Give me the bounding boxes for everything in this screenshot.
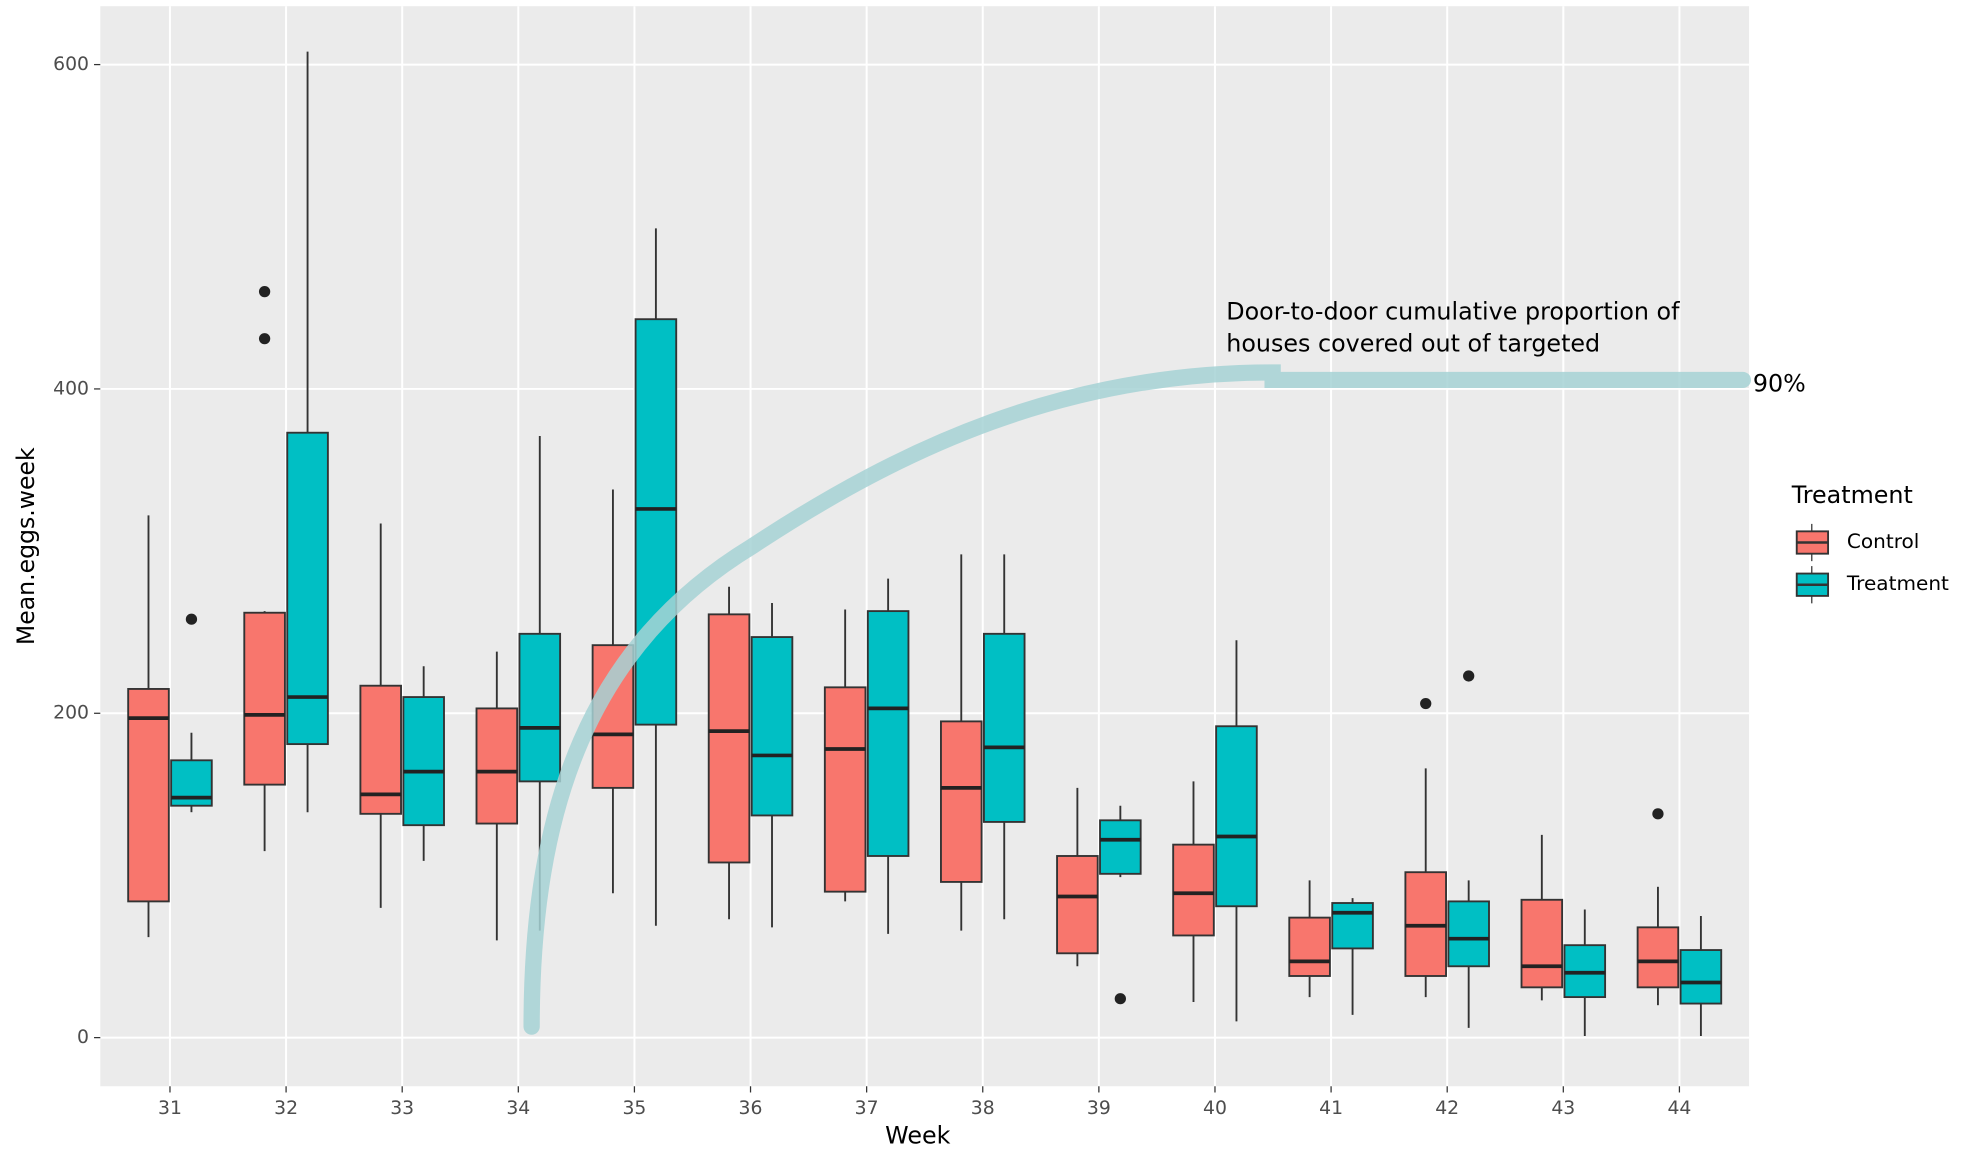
x-tick-label: 31 — [158, 1098, 182, 1119]
boxes — [127, 51, 1723, 1036]
outlier — [1463, 670, 1475, 682]
outlier — [258, 286, 271, 298]
x-tick-label: 40 — [1203, 1098, 1227, 1119]
box — [634, 318, 678, 726]
y-tick-label: 0 — [77, 1027, 89, 1048]
box — [127, 688, 170, 903]
x-tick-label: 32 — [274, 1098, 298, 1119]
box — [707, 613, 751, 864]
coverage-curve — [523, 364, 1751, 1035]
y-tick-label: 600 — [53, 54, 89, 75]
y-tick-label: 200 — [53, 703, 89, 724]
box — [750, 636, 794, 817]
x-tick-label: 33 — [390, 1098, 414, 1119]
box — [286, 431, 329, 746]
box — [243, 611, 286, 786]
x-tick-label: 34 — [506, 1098, 530, 1119]
annotation-line: Door-to-door cumulative proportion of — [1226, 297, 1680, 325]
grid: 0 200 400 600 31 32 33 34 35 36 37 38 39 40 41 42 43 44 — [53, 6, 1750, 1119]
box — [866, 610, 910, 857]
box — [1056, 855, 1099, 955]
x-axis-title: Week — [885, 1122, 951, 1150]
x-tick-label: 37 — [855, 1098, 879, 1119]
x-tick-label: 39 — [1087, 1098, 1111, 1119]
box — [1288, 916, 1331, 977]
box — [940, 720, 983, 883]
box — [1636, 926, 1680, 989]
box — [1331, 902, 1374, 950]
legend: Control Treatment — [1795, 523, 1949, 604]
y-axis-title: Mean.eggs.week — [12, 447, 40, 645]
x-tick-label: 43 — [1551, 1098, 1575, 1119]
x-tick-label: 41 — [1319, 1098, 1343, 1119]
box — [1215, 725, 1258, 908]
outlier — [185, 613, 198, 625]
annotation-end-label: 90% — [1753, 369, 1806, 397]
y-tick-label: 400 — [53, 378, 89, 399]
outlier — [1420, 697, 1432, 710]
box — [1679, 949, 1723, 1005]
plot-panel — [100, 6, 1750, 1087]
box — [1172, 843, 1215, 937]
outlier — [258, 333, 271, 345]
annotation-line: houses covered out of targeted — [1226, 330, 1600, 358]
x-tick-label: 44 — [1667, 1098, 1691, 1119]
box — [359, 684, 402, 815]
box — [402, 696, 445, 827]
outlier — [1652, 808, 1664, 820]
box — [823, 686, 867, 893]
x-tick-label: 35 — [622, 1098, 646, 1119]
legend-label: Treatment — [1846, 571, 1949, 595]
box — [1520, 898, 1564, 989]
box — [1099, 819, 1142, 875]
x-tick-label: 42 — [1435, 1098, 1459, 1119]
outlier — [1114, 993, 1126, 1005]
legend-label: Control — [1847, 529, 1919, 553]
box — [1447, 900, 1490, 968]
box — [982, 632, 1026, 823]
legend-title: Treatment — [1791, 481, 1913, 509]
x-tick-label: 38 — [971, 1098, 995, 1119]
x-tick-label: 36 — [739, 1098, 763, 1119]
box — [518, 632, 562, 783]
box — [475, 707, 519, 825]
